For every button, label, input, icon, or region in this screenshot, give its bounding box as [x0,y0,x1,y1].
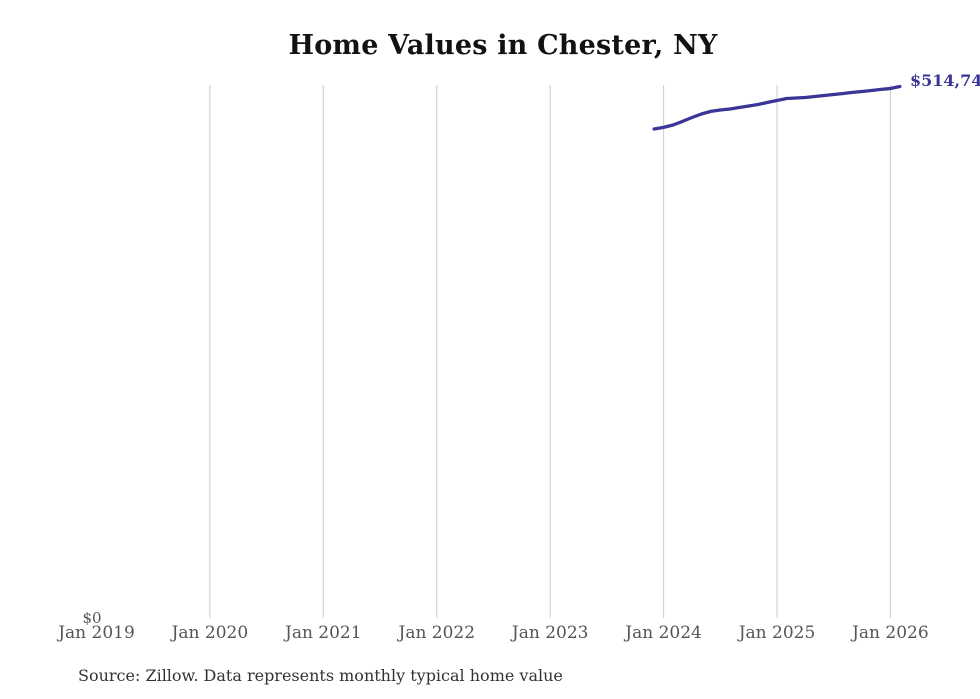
x-axis-label-jan-2026: Jan 2026 [852,623,929,643]
x-axis-label-jan-2024: Jan 2024 [625,623,702,643]
y-axis-zero-label: $0 [82,609,102,627]
x-axis-label-jan-2020: Jan 2020 [171,623,249,643]
x-axis-label-jan-2022: Jan 2022 [398,623,476,643]
chart-title: Home Values in Chester, NY [288,30,718,61]
line-end-value-label: $514,744 [910,71,980,90]
x-axis-label-jan-2019: Jan 2019 [58,623,135,643]
home-value-line-series [652,84,902,131]
x-axis-label-jan-2021: Jan 2021 [285,623,362,643]
x-axis-label-jan-2025: Jan 2025 [738,623,816,643]
x-axis-label-jan-2023: Jan 2023 [511,623,589,643]
vertical-gridlines [209,85,891,618]
source-note: Source: Zillow. Data represents monthly … [78,666,563,685]
